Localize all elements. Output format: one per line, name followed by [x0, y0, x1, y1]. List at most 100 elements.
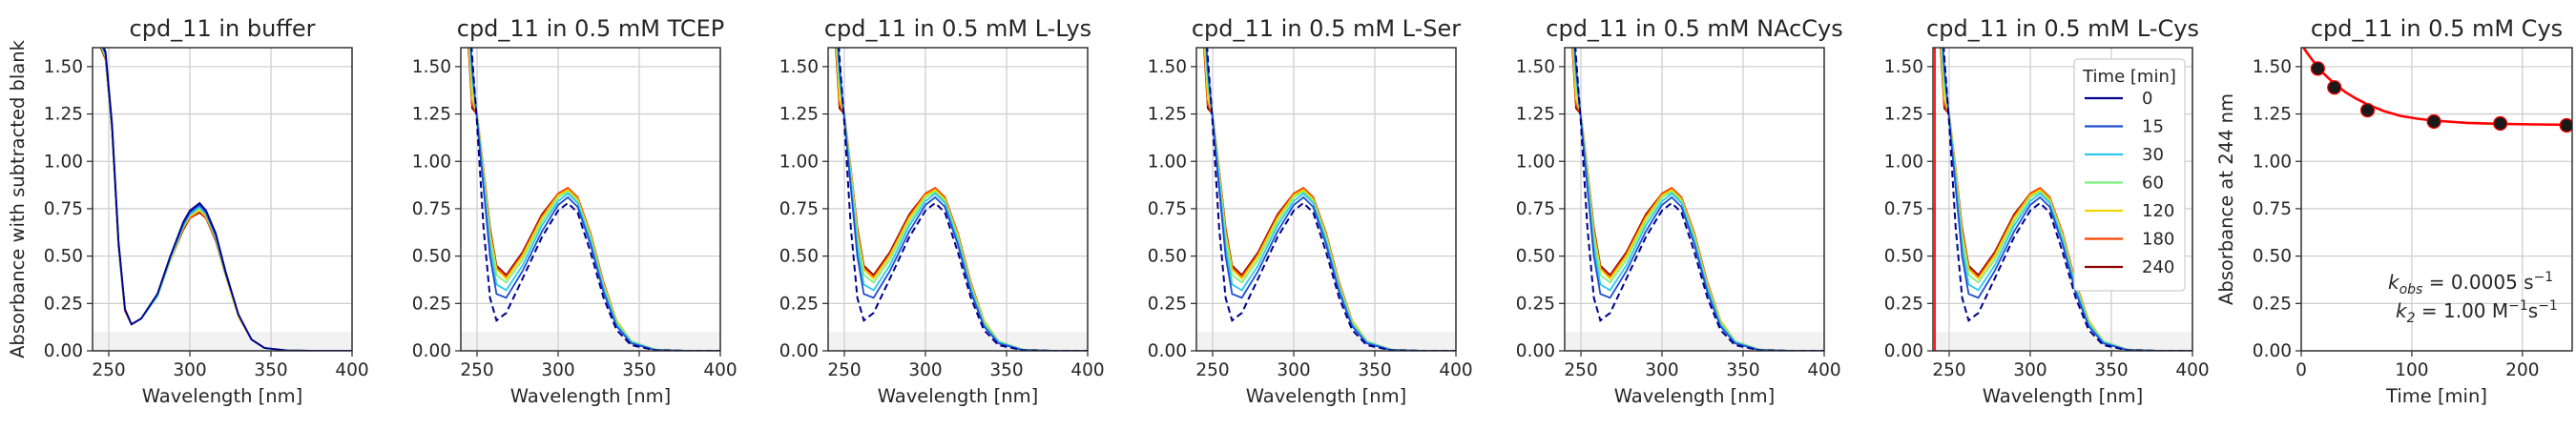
data-point [2493, 115, 2508, 132]
y-tick-label: 1.00 [1516, 152, 1555, 172]
legend-label: 240 [2142, 257, 2174, 277]
y-tick-label: 0.25 [1884, 294, 1923, 314]
panel-title: cpd_11 in 0.5 mM L-Cys [1926, 15, 2199, 42]
panel-3: 250 300 350 400 0.00 0.25 0.50 0.75 1.00 1.25 1.50… [779, 15, 1105, 407]
y-tick-label: 1.00 [1148, 152, 1187, 172]
y-tick-label: 1.25 [1884, 105, 1923, 125]
x-tick-label: 350 [254, 360, 287, 380]
y-tick-label: 1.50 [44, 57, 83, 77]
baseline-band [1565, 332, 1824, 351]
x-tick-label: 400 [703, 360, 737, 380]
series-line-0 [1942, 48, 2192, 351]
series-line-15 [837, 48, 1088, 351]
panels-layer: 250 300 350 4000.000.250.500.751.001.251.50… [7, 15, 2573, 407]
data-point [2426, 113, 2441, 130]
x-axis-label: Wavelength [nm] [142, 385, 302, 407]
y-tick-label: 0.25 [779, 294, 819, 314]
x-tick-label: 350 [989, 360, 1023, 380]
y-axis-label: Absorbance at 244 nm [2215, 93, 2237, 305]
y-tick-label: 1.25 [2253, 105, 2292, 125]
legend-title: Time [min] [2082, 67, 2176, 87]
x-tick-label: 250 [1932, 360, 1965, 380]
panel-5: 250 300 350 400 0.00 0.25 0.50 0.75 1.00 1.25 1.50… [1516, 15, 1843, 407]
y-tick-label: 0.50 [779, 247, 819, 267]
legend-entry: 120 [2085, 201, 2174, 221]
x-tick-label: 250 [1564, 360, 1597, 380]
plot-area [93, 48, 352, 351]
legend-label: 60 [2142, 174, 2164, 194]
x-tick-label: 250 [460, 360, 493, 380]
y-tick-label: 1.00 [1884, 152, 1923, 172]
x-tick-label: 250 [827, 360, 861, 380]
legend-entry: 30 [2085, 145, 2164, 165]
series-line-15 [1205, 48, 1456, 351]
panel-title: cpd_11 in 0.5 mM TCEP [457, 15, 725, 42]
y-tick-label: 0.25 [2253, 294, 2292, 314]
y-tick-label: 0.00 [1148, 341, 1187, 361]
data-point [2327, 80, 2342, 95]
legend-entry: 0 [2085, 89, 2152, 109]
data-layer [835, 48, 1088, 351]
data-point [2559, 117, 2572, 133]
axes-frame [460, 47, 721, 352]
y-tick-label: 1.50 [1884, 57, 1923, 77]
y-tick-label: 0.75 [412, 199, 451, 219]
y-tick-label: 1.50 [2253, 57, 2292, 77]
x-tick-label: 350 [1358, 360, 1391, 380]
x-tick-label: 300 [541, 360, 574, 380]
x-tick-label: 250 [92, 360, 125, 380]
y-tick-label: 0.00 [2253, 341, 2292, 361]
data-point [2359, 102, 2376, 118]
y-tick-label: 1.25 [412, 105, 451, 125]
y-tick-label: 0.75 [44, 199, 83, 219]
y-tick-label: 1.00 [44, 152, 83, 172]
panel-title: cpd_11 in 0.5 mM L-Lys [824, 15, 1091, 42]
x-axis-label: Time [min] [2385, 385, 2487, 407]
legend-label: 15 [2142, 117, 2164, 137]
series-line-15 [1942, 48, 2192, 351]
y-tick-label: 1.25 [1516, 105, 1555, 125]
y-tick-label: 0.25 [44, 294, 83, 314]
panel-title: cpd_11 in 0.5 mM Cys [2311, 15, 2563, 42]
y-tick-label: 1.50 [412, 57, 451, 77]
axes-frame [1564, 47, 1825, 352]
y-tick-label: 0.00 [1884, 341, 1923, 361]
series-line-0 [1574, 48, 1824, 351]
legend-entry: 15 [2085, 117, 2164, 137]
axes-frame [1932, 47, 2193, 352]
data-layer [1203, 48, 1456, 351]
panel-title: cpd_11 in buffer [130, 15, 316, 42]
panel-1: 250 300 350 400 0.00 0.25 0.50 0.75 1.00 1.25 1.50… [7, 15, 369, 407]
x-tick-label: 350 [2094, 360, 2128, 380]
y-tick-label: 0.50 [44, 247, 83, 267]
series-line-0 [470, 48, 720, 351]
x-tick-label: 400 [2175, 360, 2209, 380]
y-tick-label: 0.00 [1516, 341, 1555, 361]
x-axis-label: Wavelength [nm] [1614, 385, 1775, 407]
y-tick-label: 0.00 [44, 341, 83, 361]
baseline-band [1196, 332, 1456, 351]
plot-area [2301, 48, 2572, 351]
series-line-15 [1573, 48, 1824, 351]
y-tick-label: 0.75 [2253, 199, 2292, 219]
plot-area [1565, 48, 1824, 351]
legend: Time [min] 0 15 30 60 120 180 240 [2073, 58, 2186, 292]
x-tick-label: 400 [1807, 360, 1840, 380]
x-tick-label: 400 [335, 360, 368, 380]
axes-frame [92, 47, 353, 352]
y-tick-label: 0.00 [412, 341, 451, 361]
legend-entry: 180 [2085, 230, 2174, 250]
data-layer [2302, 48, 2572, 133]
series-line-0 [838, 48, 1088, 351]
x-tick-label: 300 [2013, 360, 2046, 380]
y-tick-label: 0.25 [412, 294, 451, 314]
y-tick-label: 0.25 [1148, 294, 1187, 314]
y-tick-label: 0.75 [1884, 199, 1923, 219]
y-tick-label: 1.00 [779, 152, 819, 172]
y-tick-label: 1.50 [779, 57, 819, 77]
x-tick-label: 350 [622, 360, 655, 380]
y-tick-label: 1.00 [412, 152, 451, 172]
y-tick-label: 0.50 [1148, 247, 1187, 267]
legend-box [2073, 58, 2186, 292]
